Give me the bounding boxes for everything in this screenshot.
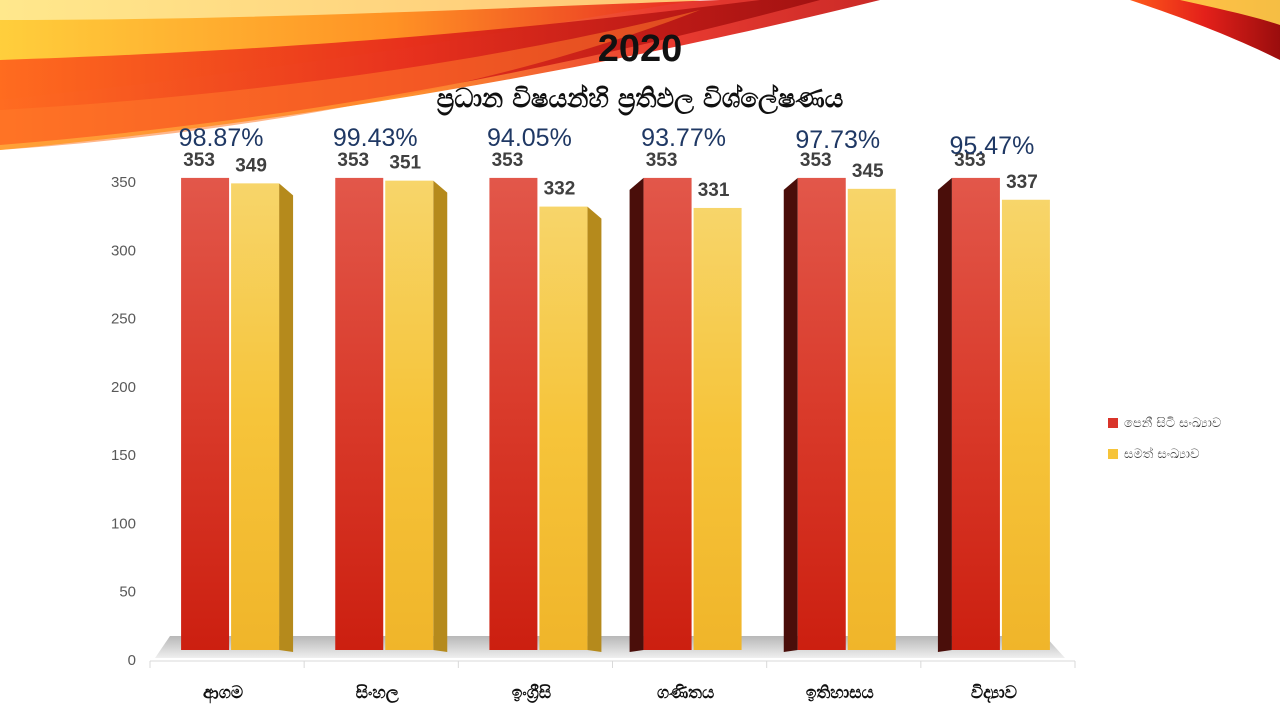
y-tick-label: 350	[111, 174, 136, 191]
x-tick-label: ඉංග්‍රීසි	[512, 683, 551, 704]
x-tick-label: ආගම	[203, 683, 243, 704]
legend-item-present: පෙනී සිටි සංඛ්‍යාව	[1108, 414, 1221, 432]
legend-label-passed: සමත් සංඛ්‍යාව	[1124, 446, 1200, 462]
data-label: 345	[852, 161, 884, 182]
bar-present	[489, 177, 538, 650]
decorative-swoosh	[0, 0, 1280, 150]
bar-side	[279, 183, 294, 652]
bar-present	[797, 177, 846, 650]
data-label: 353	[492, 150, 524, 171]
chart-title: 2020	[597, 28, 683, 70]
bar-side	[433, 180, 448, 653]
pass-rate-label: 95.47%	[950, 132, 1035, 160]
pass-rate-label: 93.77%	[641, 124, 726, 152]
legend-label-present: පෙනී සිටි සංඛ්‍යාව	[1124, 415, 1222, 431]
data-label: 353	[646, 150, 678, 171]
y-tick-label: 200	[111, 379, 136, 396]
data-label: 353	[800, 150, 832, 171]
x-tick-label: විද්‍යාව	[971, 683, 1017, 704]
bar-passed	[693, 207, 742, 650]
y-tick-label: 150	[111, 447, 136, 464]
bar-present	[335, 177, 384, 650]
bar-present	[181, 177, 230, 650]
data-label: 353	[954, 150, 986, 171]
x-tick-label: සිංහල	[356, 683, 399, 704]
pass-rate-label: 98.87%	[179, 124, 264, 152]
y-tick-label: 50	[119, 584, 136, 601]
x-tick-label: ගණිතය	[657, 683, 714, 703]
bar-passed	[847, 188, 896, 651]
pass-rate-label: 99.43%	[333, 124, 418, 152]
data-label: 349	[235, 155, 267, 176]
legend-swatch-present	[1108, 418, 1118, 428]
pass-rate-label: 97.73%	[795, 126, 880, 154]
data-label: 353	[183, 150, 215, 171]
x-axis: ආගම සිංහල ඉංග්‍රීසි ගණිතය ඉතිහාසය විද්‍යාව	[149, 660, 1076, 704]
data-label: 337	[1006, 172, 1038, 193]
data-label: 332	[544, 179, 576, 200]
legend-item-passed: සමත් සංඛ්‍යාව	[1108, 445, 1221, 463]
data-label: 353	[337, 150, 369, 171]
legend: පෙනී සිටි සංඛ්‍යාව සමත් සංඛ්‍යාව	[1108, 414, 1221, 476]
bar-passed	[539, 206, 588, 650]
bar-present	[643, 177, 692, 650]
bar-passed	[231, 183, 280, 650]
chart-subtitle: ප්‍රධාන විෂයන්හි ප්‍රතිඵල විශ්ලේෂණය	[436, 84, 844, 114]
x-tick-label: ඉතිහාසය	[806, 683, 874, 703]
bar-passed	[1001, 199, 1050, 651]
y-tick-label: 300	[111, 242, 136, 259]
bar-side	[629, 177, 644, 652]
y-axis: 0 50 100 150 200 250 300 350	[111, 174, 136, 669]
data-label: 331	[698, 180, 730, 201]
y-tick-label: 0	[128, 652, 136, 669]
pass-rate-label: 94.05%	[487, 124, 572, 152]
bar-side	[783, 177, 798, 652]
legend-swatch-passed	[1108, 449, 1118, 459]
data-label: 351	[389, 153, 421, 174]
bar-side	[937, 177, 952, 652]
y-tick-label: 100	[111, 515, 136, 532]
y-tick-label: 250	[111, 311, 136, 328]
bar-passed	[385, 180, 434, 651]
bars	[181, 177, 1050, 653]
bar-side	[587, 206, 602, 652]
bar-present	[951, 177, 1000, 650]
